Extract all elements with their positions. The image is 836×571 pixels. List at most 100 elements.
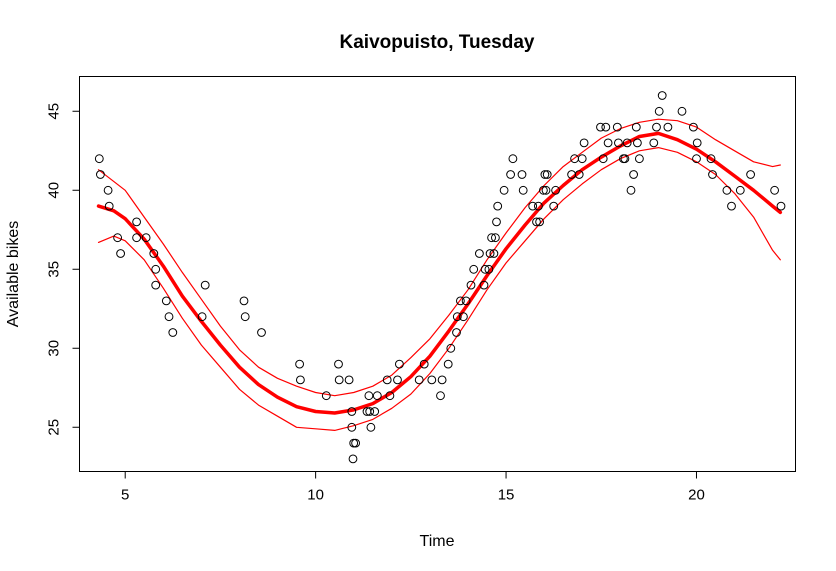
y-tick-label: 45 [46, 103, 63, 120]
data-point [539, 185, 548, 195]
data-point [96, 170, 105, 179]
data-point [370, 407, 380, 416]
fit-line [96, 131, 783, 415]
data-point [351, 438, 361, 448]
x-tick-label: 20 [688, 487, 705, 504]
data-point [499, 185, 509, 195]
data-point [456, 296, 465, 306]
data-point [104, 201, 114, 211]
data-point [295, 359, 305, 369]
data-point [240, 312, 250, 322]
data-point [579, 138, 589, 148]
data-point [657, 91, 667, 100]
data-point [200, 280, 210, 290]
y-tick-label: 40 [46, 182, 63, 199]
data-point [635, 154, 644, 164]
data-point [601, 122, 611, 132]
data-point [532, 217, 541, 227]
data-point [577, 154, 587, 164]
data-point [347, 407, 357, 416]
data-point [116, 249, 125, 258]
data-point [626, 185, 636, 195]
y-axis-label: Available bikes [5, 221, 22, 327]
data-point [549, 201, 559, 211]
chart-title: Kaivopuisto, Tuesday [340, 32, 535, 53]
data-point [620, 154, 630, 164]
data-point [649, 138, 659, 148]
data-point [461, 296, 471, 306]
data-point [518, 185, 528, 195]
x-tick-label: 5 [121, 487, 129, 504]
data-point [94, 154, 104, 164]
data-point [652, 122, 661, 132]
data-point [535, 217, 544, 227]
data-point [491, 233, 500, 243]
data-point [452, 328, 461, 337]
data-point [321, 391, 331, 401]
data-point [484, 264, 494, 274]
data-point [348, 454, 358, 464]
data-point [487, 233, 497, 243]
x-axis: 5 10 15 20 [121, 471, 705, 504]
data-point [393, 375, 402, 385]
data-point [727, 201, 736, 211]
data-point [622, 138, 632, 148]
data-point [459, 312, 468, 322]
data-point [161, 296, 171, 306]
data-point [103, 185, 113, 195]
data-point [366, 422, 376, 432]
data-point [735, 185, 745, 195]
data-point [344, 375, 354, 385]
data-point [542, 170, 552, 179]
data-point [485, 249, 495, 258]
data-point [466, 280, 476, 290]
data-point [446, 343, 456, 353]
data-point [436, 391, 445, 401]
data-point [437, 375, 447, 385]
data-point [506, 170, 516, 179]
data-point [469, 264, 479, 274]
data-point [492, 217, 501, 227]
data-point [603, 138, 613, 148]
data-point [612, 122, 622, 132]
data-point [347, 422, 357, 432]
data-points [94, 91, 786, 464]
y-tick-label: 35 [46, 261, 63, 278]
y-tick-label: 30 [46, 340, 63, 357]
data-point [528, 201, 538, 211]
data-point [551, 185, 560, 195]
data-point [770, 185, 779, 195]
data-point [708, 170, 717, 179]
data-point [372, 391, 382, 401]
data-point [489, 249, 499, 258]
data-point [132, 217, 142, 227]
data-point [663, 122, 673, 132]
data-point [631, 122, 641, 132]
data-point [113, 233, 122, 243]
data-point [596, 122, 605, 132]
data-point [164, 312, 174, 322]
y-axis: 25 30 35 40 45 [46, 103, 80, 436]
data-point [385, 391, 395, 401]
data-point [692, 154, 701, 164]
data-point [141, 233, 151, 243]
data-point [443, 359, 453, 369]
data-point [480, 264, 490, 274]
data-point [168, 328, 178, 337]
data-point [419, 359, 429, 369]
data-point [508, 154, 518, 164]
data-point [365, 407, 375, 416]
y-tick-label: 25 [46, 419, 63, 436]
data-point [493, 201, 503, 211]
lower-band-line [97, 147, 781, 431]
data-point [722, 185, 732, 195]
data-point [677, 106, 687, 116]
data-point [382, 375, 392, 385]
data-point [197, 312, 207, 322]
data-point [414, 375, 424, 385]
data-point [364, 391, 374, 401]
data-point [633, 138, 642, 148]
data-point [629, 170, 638, 179]
data-point [598, 154, 608, 164]
